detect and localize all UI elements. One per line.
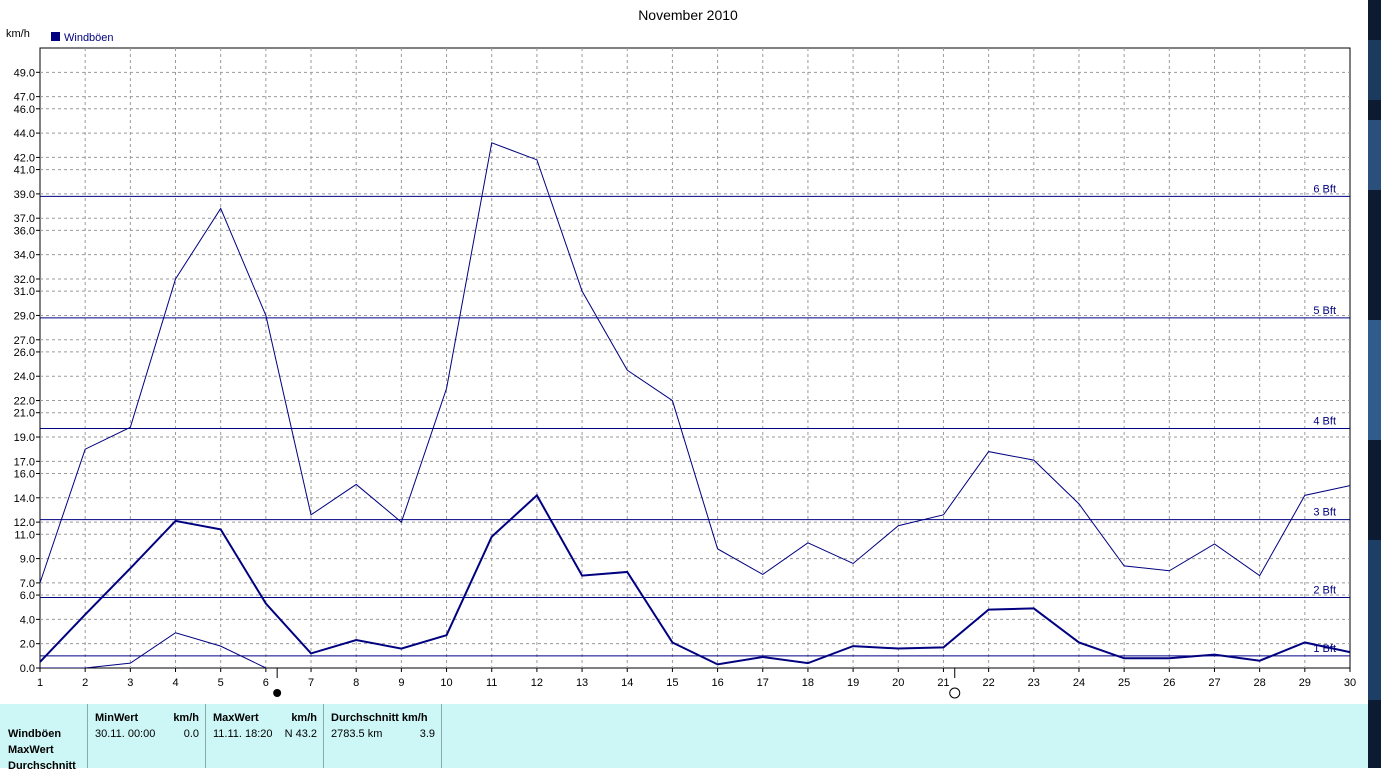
x-tick-label: 27 — [1208, 677, 1220, 689]
y-tick-label: 11.0 — [14, 529, 35, 541]
x-tick-label: 11 — [486, 677, 497, 689]
y-tick-label: 6.0 — [20, 590, 35, 602]
x-tick-label: 22 — [982, 677, 994, 689]
y-tick-label: 37.0 — [14, 213, 35, 225]
max-column: MaxWert km/h 11.11. 18:20 N 43.2 — [205, 704, 323, 768]
x-tick-label: 14 — [621, 677, 633, 689]
y-tick-label: 4.0 — [20, 614, 35, 626]
x-tick-label: 25 — [1118, 677, 1130, 689]
x-tick-label: 29 — [1299, 677, 1311, 689]
max-value: N 43.2 — [284, 728, 317, 740]
x-tick-label: 7 — [308, 677, 314, 689]
desktop-edge — [1368, 0, 1381, 768]
x-tick-label: 20 — [892, 677, 904, 689]
y-tick-label: 12.0 — [14, 517, 35, 529]
max-date: 11.11. 18:20 — [213, 728, 273, 740]
stats-row-label: MaxWert — [8, 744, 54, 756]
avg-column: Durchschnitt km/h 2783.5 km 3.9 — [323, 704, 442, 768]
y-tick-label: 39.0 — [14, 189, 35, 201]
y-tick-label: 34.0 — [14, 250, 35, 262]
avg-distance: 2783.5 km — [331, 728, 383, 740]
y-tick-label: 19.0 — [14, 432, 35, 444]
new-moon-icon — [273, 689, 282, 697]
x-tick-label: 24 — [1073, 677, 1085, 689]
y-tick-label: 36.0 — [14, 225, 35, 237]
statistics-panel: Windböen MaxWert Durchschnitt MinWert km… — [0, 704, 1368, 772]
y-tick-label: 14.0 — [14, 493, 35, 505]
x-tick-label: 15 — [666, 677, 678, 689]
x-tick-label: 4 — [172, 677, 178, 689]
y-tick-label: 17.0 — [14, 456, 35, 468]
max-unit: km/h — [291, 712, 317, 724]
series-line-max — [40, 142, 1350, 584]
beaufort-label: 2 Bft — [1313, 584, 1336, 596]
y-tick-label: 46.0 — [14, 104, 35, 116]
series-line-min — [40, 632, 267, 668]
y-tick-label: 26.0 — [14, 347, 35, 359]
x-tick-label: 19 — [847, 677, 859, 689]
x-tick-label: 10 — [440, 677, 452, 689]
max-header: MaxWert — [213, 712, 259, 724]
min-value: 0.0 — [183, 728, 199, 740]
full-moon-icon — [949, 687, 961, 699]
y-tick-label: 32.0 — [14, 274, 35, 286]
x-tick-label: 12 — [531, 677, 543, 689]
y-tick-label: 31.0 — [14, 286, 35, 298]
avg-header: Durchschnitt km/h — [331, 712, 428, 724]
x-tick-label: 6 — [263, 677, 269, 689]
x-tick-label: 2 — [82, 677, 88, 689]
y-tick-label: 42.0 — [14, 152, 35, 164]
y-tick-label: 21.0 — [14, 408, 35, 420]
beaufort-label: 3 Bft — [1313, 507, 1336, 519]
x-tick-label: 28 — [1254, 677, 1266, 689]
y-tick-label: 41.0 — [14, 165, 35, 177]
plot-frame — [39, 47, 1351, 669]
x-tick-label: 3 — [127, 677, 133, 689]
y-tick-label: 9.0 — [20, 554, 35, 566]
y-tick-label: 7.0 — [20, 578, 35, 590]
y-tick-label: 47.0 — [14, 92, 35, 104]
stats-row-label: Windböen — [8, 728, 62, 740]
x-tick-label: 9 — [398, 677, 404, 689]
y-tick-label: 2.0 — [20, 639, 35, 651]
y-tick-label: 27.0 — [14, 335, 35, 347]
min-column: MinWert km/h 30.11. 00:00 0.0 — [87, 704, 205, 768]
y-tick-label: 24.0 — [14, 371, 35, 383]
y-tick-label: 16.0 — [14, 468, 35, 480]
chart-title: November 2010 — [638, 7, 738, 23]
x-tick-label: 1 — [37, 677, 43, 689]
x-tick-label: 16 — [711, 677, 723, 689]
x-tick-label: 5 — [218, 677, 224, 689]
y-tick-label: 22.0 — [14, 396, 35, 408]
y-tick-label: 0.0 — [20, 663, 35, 675]
series-line-durchschnitt — [40, 493, 1350, 666]
stats-row-label: Durchschnitt — [8, 760, 76, 772]
avg-value: 3.9 — [419, 728, 435, 740]
y-tick-label: 29.0 — [14, 310, 35, 322]
y-tick-label: 44.0 — [14, 128, 35, 140]
legend-label: Windböen — [64, 32, 114, 44]
beaufort-label: 5 Bft — [1313, 305, 1336, 317]
min-header: MinWert — [95, 712, 139, 724]
x-tick-label: 13 — [576, 677, 588, 689]
y-axis-unit: km/h — [6, 28, 30, 40]
x-tick-label: 17 — [757, 677, 769, 689]
beaufort-label: 6 Bft — [1313, 183, 1336, 195]
x-tick-label: 26 — [1163, 677, 1175, 689]
beaufort-label: 4 Bft — [1313, 416, 1336, 428]
min-date: 30.11. 00:00 — [95, 728, 156, 740]
x-tick-label: 23 — [1028, 677, 1040, 689]
min-unit: km/h — [173, 712, 199, 724]
x-tick-label: 30 — [1344, 677, 1356, 689]
x-tick-label: 18 — [802, 677, 814, 689]
x-tick-label: 21 — [937, 677, 949, 689]
y-tick-label: 49.0 — [14, 67, 35, 79]
legend-swatch — [51, 32, 60, 41]
x-tick-label: 8 — [353, 677, 359, 689]
